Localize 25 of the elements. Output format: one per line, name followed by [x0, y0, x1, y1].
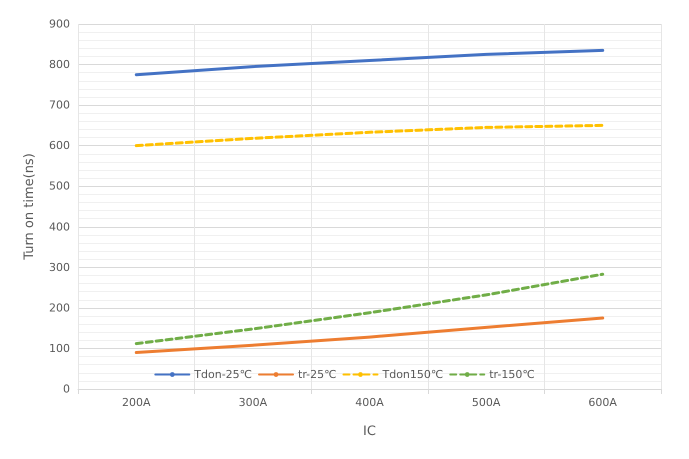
y-tick-label: 600 — [49, 139, 70, 152]
y-tick-label: 400 — [49, 220, 70, 234]
line-series — [134, 316, 604, 354]
y-tick-label: 800 — [49, 58, 70, 72]
x-tick-label: 400A — [355, 396, 384, 409]
line-series — [134, 48, 604, 76]
legend-label: tr-25℃ — [298, 368, 336, 381]
line-series — [134, 124, 604, 148]
y-tick-label: 200 — [49, 301, 70, 314]
x-tick-label: 200A — [122, 396, 152, 409]
y-tick-label: 0 — [63, 382, 70, 396]
y-axis-title: Turn on time(ns) — [22, 153, 37, 261]
legend-label: Tdon150℃ — [381, 368, 444, 381]
x-tick-label: 300A — [238, 396, 268, 409]
line-series — [134, 272, 604, 346]
x-tick-label: 500A — [472, 396, 501, 409]
x-tick-label: 600A — [588, 396, 618, 409]
y-tick-label: 300 — [49, 260, 70, 274]
y-tick-label: 700 — [49, 98, 70, 112]
y-tick-label: 100 — [49, 342, 70, 355]
legend-label: tr-150℃ — [489, 368, 535, 381]
y-tick-label: 900 — [49, 18, 70, 30]
legend-label: Tdon-25℃ — [193, 368, 252, 381]
x-axis-title: IC — [363, 424, 376, 439]
y-tick-label: 500 — [49, 180, 70, 193]
